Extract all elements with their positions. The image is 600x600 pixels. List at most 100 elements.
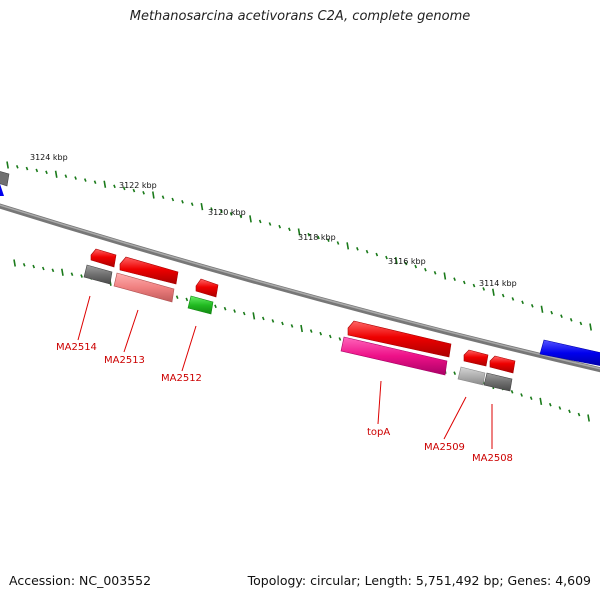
leader-line bbox=[123, 309, 139, 353]
minor-tick bbox=[521, 300, 524, 305]
minor-tick bbox=[307, 232, 311, 237]
gene-feature[interactable] bbox=[0, 184, 4, 196]
minor-tick bbox=[356, 247, 359, 251]
minor-tick bbox=[113, 184, 116, 189]
minor-tick bbox=[258, 219, 262, 224]
minor-tick bbox=[328, 334, 332, 339]
minor-tick bbox=[462, 280, 466, 285]
minor-tick bbox=[472, 283, 476, 288]
minor-tick bbox=[433, 271, 437, 275]
minor-tick bbox=[45, 170, 48, 175]
minor-tick bbox=[414, 264, 418, 269]
outer-tick-row bbox=[6, 161, 592, 331]
minor-tick bbox=[453, 277, 456, 281]
minor-tick bbox=[568, 409, 571, 414]
minor-tick bbox=[501, 293, 505, 298]
tick-label: 3118 kbp bbox=[298, 233, 336, 242]
minor-tick bbox=[550, 310, 554, 315]
tick-label: 3122 kbp bbox=[119, 181, 157, 190]
minor-tick bbox=[278, 224, 282, 229]
minor-tick bbox=[142, 191, 145, 195]
minor-tick bbox=[41, 266, 45, 271]
tick-label: 3116 kbp bbox=[388, 257, 426, 266]
minor-tick bbox=[25, 166, 29, 171]
gene-label: MA2512 bbox=[161, 373, 202, 384]
gene-feature[interactable] bbox=[187, 295, 214, 315]
genome-backbone-highlight bbox=[0, 204, 600, 370]
gene-feature[interactable] bbox=[483, 372, 513, 392]
major-tick bbox=[492, 288, 495, 296]
leader-line bbox=[77, 295, 91, 341]
minor-tick bbox=[214, 304, 217, 309]
minor-tick bbox=[453, 371, 457, 375]
leader-line bbox=[377, 380, 382, 425]
gene-feature[interactable] bbox=[457, 366, 486, 386]
minor-tick bbox=[375, 252, 379, 257]
tick-label: 3120 kbp bbox=[208, 208, 246, 217]
minor-tick bbox=[223, 306, 227, 311]
gene-feature[interactable] bbox=[340, 336, 448, 376]
major-tick bbox=[103, 180, 107, 188]
minor-tick bbox=[309, 329, 313, 333]
minor-tick bbox=[185, 297, 189, 302]
gene-feature[interactable] bbox=[489, 355, 516, 374]
accession-text: Accession: NC_003552 bbox=[9, 573, 152, 588]
minor-tick bbox=[338, 337, 342, 341]
minor-tick bbox=[520, 393, 523, 397]
minor-tick bbox=[80, 274, 83, 278]
minor-tick bbox=[161, 195, 165, 199]
major-tick bbox=[300, 324, 303, 333]
major-tick bbox=[54, 170, 58, 178]
major-tick bbox=[394, 256, 398, 265]
minor-tick bbox=[569, 318, 573, 322]
minor-tick bbox=[510, 390, 514, 394]
minor-tick bbox=[190, 202, 194, 206]
gene-feature[interactable] bbox=[463, 349, 489, 367]
minor-tick bbox=[560, 314, 563, 318]
minor-tick bbox=[529, 396, 533, 400]
major-tick bbox=[587, 414, 590, 422]
minor-tick bbox=[385, 255, 388, 260]
minor-tick bbox=[261, 316, 265, 321]
minor-tick bbox=[83, 178, 87, 182]
major-tick bbox=[61, 268, 64, 276]
gene-feature[interactable] bbox=[113, 272, 175, 303]
minor-tick bbox=[70, 272, 74, 276]
minor-tick bbox=[577, 412, 581, 417]
gene-feature[interactable] bbox=[539, 339, 600, 366]
major-tick bbox=[297, 228, 301, 236]
minor-tick bbox=[242, 311, 246, 316]
minor-tick bbox=[271, 319, 275, 323]
gene-feature[interactable] bbox=[119, 256, 179, 285]
gene-feature[interactable] bbox=[0, 170, 10, 187]
major-tick bbox=[13, 259, 16, 267]
minor-tick bbox=[579, 321, 583, 326]
minor-tick bbox=[424, 267, 427, 272]
minor-tick bbox=[530, 304, 534, 308]
minor-tick bbox=[336, 241, 340, 245]
leader-line bbox=[443, 396, 467, 440]
minor-tick bbox=[22, 263, 26, 267]
minor-tick bbox=[404, 261, 408, 266]
gene-label: topA bbox=[367, 427, 390, 438]
minor-tick bbox=[32, 264, 36, 269]
minor-tick bbox=[181, 200, 184, 204]
minor-tick bbox=[220, 209, 223, 214]
major-tick bbox=[6, 161, 9, 169]
major-tick bbox=[443, 272, 447, 280]
gene-feature[interactable] bbox=[347, 320, 452, 358]
gene-feature[interactable] bbox=[83, 264, 113, 285]
gene-feature[interactable] bbox=[195, 278, 219, 298]
minor-tick bbox=[64, 174, 68, 178]
gene-label: MA2513 bbox=[104, 355, 145, 366]
minor-tick bbox=[326, 238, 330, 242]
gene-label: MA2514 bbox=[56, 342, 97, 353]
gene-label: MA2508 bbox=[472, 453, 513, 464]
minor-tick bbox=[210, 207, 213, 211]
gene-feature[interactable] bbox=[90, 248, 117, 268]
minor-tick bbox=[122, 186, 126, 191]
minor-tick bbox=[171, 197, 175, 202]
minor-tick bbox=[175, 295, 179, 299]
